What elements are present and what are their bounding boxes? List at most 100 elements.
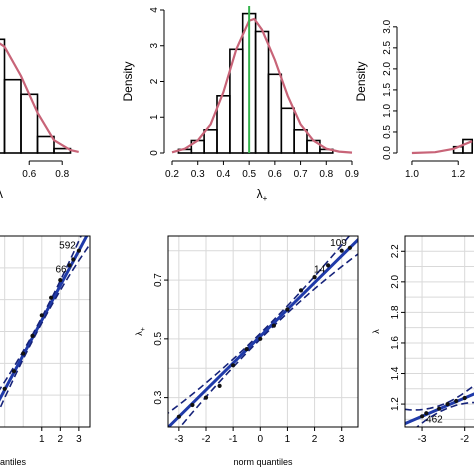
data-point [231, 363, 236, 368]
x-tick-label: 0.2 [165, 169, 179, 180]
density-curve [411, 140, 473, 155]
y-axis-title: Density [121, 61, 135, 101]
density-curve [171, 17, 353, 154]
data-point [76, 248, 81, 253]
x-tick-label: 1 [39, 434, 45, 445]
histogram-bar [293, 129, 308, 154]
histogram-bar [254, 30, 270, 154]
data-point [420, 414, 425, 419]
x-tick-label: 1.0 [405, 169, 419, 180]
y-tick-label: 0.5 [153, 331, 164, 345]
y-tick-label: 0.0 [382, 146, 393, 160]
data-point [258, 336, 263, 341]
histogram-bar [280, 107, 295, 154]
x-tick-label: -2 [460, 434, 469, 445]
y-tick-label: 2.5 [382, 40, 393, 54]
data-point [244, 347, 249, 352]
x-tick-label: 0 [258, 434, 264, 445]
y-tick-label: 1.0 [382, 104, 393, 118]
y-tick-label: 1 [149, 114, 160, 120]
plot-frame [404, 235, 474, 428]
y-tick-label: 0.3 [153, 390, 164, 404]
y-tick-label: 1.2 [390, 397, 401, 411]
x-axis-title-partial: quantiles [0, 457, 27, 467]
point-label: 66 [55, 264, 67, 275]
qq-panel-left: 592 66 1 2 3 quantiles [0, 235, 91, 467]
x-tick-label: 1 [285, 434, 291, 445]
x-tick-label: 2 [58, 434, 64, 445]
plot-area [168, 236, 358, 427]
confidence-band-lower [0, 242, 90, 411]
confidence-band-lower [179, 253, 358, 427]
histogram-bar [267, 73, 283, 154]
data-point [347, 245, 352, 250]
y-tick-label: 2 [149, 78, 160, 84]
y-tick-label: 0.5 [382, 125, 393, 139]
x-tick-label: 1.2 [451, 169, 465, 180]
x-tick-label: 0.6 [22, 169, 36, 180]
point-label: 109 [330, 238, 347, 249]
x-axis-title-sub: + [263, 194, 268, 203]
qq-reference-line [168, 237, 358, 427]
x-tick-label: 0.4 [216, 169, 230, 180]
x-tick-label: 0.8 [319, 169, 333, 180]
histogram-panel-right: 1.0 1.2 0.0 0.5 1.0 1.5 2.0 2.5 3.0 Density [354, 19, 473, 180]
data-point [437, 406, 442, 411]
data-point [285, 307, 290, 312]
x-tick-label: -3 [174, 434, 183, 445]
y-axis-title: λ [371, 329, 381, 334]
histogram-panel-middle: 0.2 0.3 0.4 0.5 0.6 0.7 0.8 0.9 0 1 2 3 4 Density λ+ [121, 6, 359, 203]
data-point [58, 278, 63, 283]
histogram-bar [20, 93, 39, 154]
y-tick-label: 1.8 [390, 305, 401, 319]
plot-frame [167, 235, 359, 428]
data-point [11, 369, 17, 374]
y-tick-label: 3 [149, 43, 160, 49]
y-tick-label: 0.7 [153, 273, 164, 287]
plot-frame [0, 235, 91, 428]
histogram-bar [3, 78, 22, 154]
data-point [271, 323, 276, 328]
confidence-band-upper [168, 236, 351, 415]
confidence-band-upper [0, 236, 82, 391]
x-tick-label: 0.8 [55, 169, 69, 180]
data-point [203, 395, 209, 400]
data-point [326, 263, 331, 268]
x-tick-label: 2 [312, 434, 318, 445]
histogram-panel-left: 0.6 0.8 λ [0, 38, 79, 201]
x-tick-label: 3 [76, 434, 82, 445]
data-point [298, 288, 304, 293]
data-point [30, 333, 35, 338]
data-point [176, 414, 181, 419]
data-point [445, 402, 450, 407]
data-point [49, 295, 54, 300]
y-tick-label: 4 [149, 7, 160, 13]
data-point [21, 351, 26, 356]
x-tick-label: -3 [418, 434, 427, 445]
data-point [39, 313, 44, 318]
data-point [339, 248, 344, 253]
qq-reference-line [0, 236, 89, 402]
y-axis-title-sub: + [140, 327, 147, 331]
point-label: 14 [314, 264, 326, 275]
data-point [312, 275, 317, 280]
histogram-bar [36, 135, 55, 154]
x-tick-label: 0.5 [242, 169, 256, 180]
data-point [190, 402, 195, 408]
y-axis-title: λ+ [134, 327, 147, 336]
y-tick-label: 2.0 [382, 61, 393, 75]
x-tick-label: 0.6 [268, 169, 282, 180]
data-point [67, 263, 72, 268]
x-tick-label: 0.7 [294, 169, 308, 180]
x-axis-title: λ+ [257, 187, 268, 203]
y-tick-label: 2.0 [390, 274, 401, 288]
data-point [454, 398, 459, 404]
y-tick-label: 1.5 [382, 83, 393, 97]
data-point [217, 383, 222, 388]
data-point [424, 411, 429, 416]
y-axis-title-main: λ [134, 331, 144, 336]
point-label: 462 [426, 414, 443, 425]
qq-panel-right: 462 -3 -2 1.2 1.4 1.6 1.8 2.0 2.2 λ [371, 235, 474, 445]
x-tick-label: -1 [229, 434, 238, 445]
